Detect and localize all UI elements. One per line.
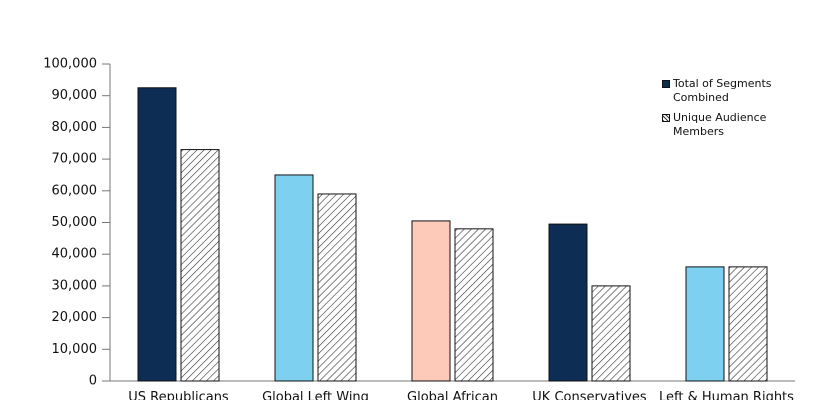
legend-swatch xyxy=(662,114,670,122)
y-tick-label: 20,000 xyxy=(52,310,98,325)
x-tick-label: Global Left Wing xyxy=(262,390,369,400)
bar xyxy=(137,87,177,382)
y-tick-label: 50,000 xyxy=(52,215,98,230)
bar xyxy=(411,220,451,382)
bar xyxy=(685,266,725,382)
legend-item: Total of Segments Combined xyxy=(662,77,792,105)
legend-item: Unique Audience Members xyxy=(662,111,792,139)
bar xyxy=(274,174,314,382)
bar xyxy=(728,266,768,382)
y-tick-label: 40,000 xyxy=(52,247,98,262)
y-tick-label: 80,000 xyxy=(52,120,98,135)
bar xyxy=(591,285,631,382)
y-tick-label: 60,000 xyxy=(52,183,98,198)
legend: Total of Segments Combined Unique Audienc… xyxy=(662,77,792,145)
bar xyxy=(317,193,357,382)
legend-label: Unique Audience Members xyxy=(673,111,767,138)
bar xyxy=(180,149,220,382)
x-tick-label: Global African xyxy=(407,390,498,400)
y-tick-label: 90,000 xyxy=(52,88,98,103)
y-tick-label: 30,000 xyxy=(52,278,98,293)
bar xyxy=(454,228,494,382)
bar xyxy=(548,223,588,382)
y-tick-label: 100,000 xyxy=(43,57,97,72)
y-tick-label: 10,000 xyxy=(52,342,98,357)
y-tick-label: 70,000 xyxy=(52,152,98,167)
x-tick-label: UK Conservatives xyxy=(532,390,647,400)
legend-swatch xyxy=(662,80,670,88)
x-tick-label: Left & Human Rights xyxy=(659,390,794,400)
legend-label: Total of Segments Combined xyxy=(673,77,772,104)
x-tick-label: US Republicans xyxy=(128,390,229,400)
y-tick-label: 0 xyxy=(89,374,97,389)
